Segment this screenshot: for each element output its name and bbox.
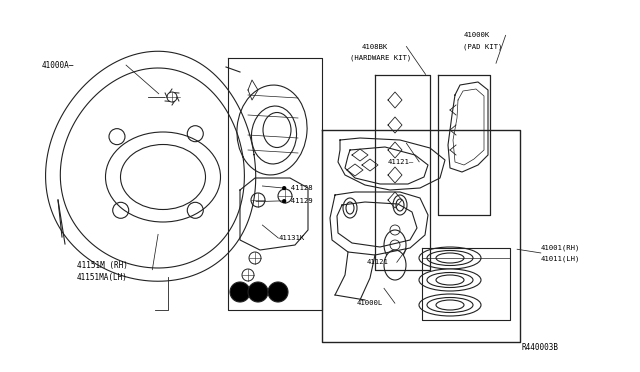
Ellipse shape <box>396 199 404 211</box>
Ellipse shape <box>419 294 481 316</box>
Circle shape <box>248 282 268 302</box>
Text: 41011(LH): 41011(LH) <box>541 255 580 262</box>
Text: 4108BK: 4108BK <box>362 44 388 49</box>
Text: (HARDWARE KIT): (HARDWARE KIT) <box>350 54 412 61</box>
Ellipse shape <box>419 269 481 291</box>
Ellipse shape <box>384 230 406 260</box>
Ellipse shape <box>427 250 473 266</box>
Text: 41000A—: 41000A— <box>42 61 74 70</box>
Text: ● 41128: ● 41128 <box>282 185 312 191</box>
Text: R440003B: R440003B <box>522 343 559 352</box>
Text: ● 41129: ● 41129 <box>282 198 312 204</box>
Text: 41151MA(LH): 41151MA(LH) <box>77 273 127 282</box>
Ellipse shape <box>427 273 473 288</box>
Ellipse shape <box>393 195 407 215</box>
Text: 41001(RH): 41001(RH) <box>541 244 580 251</box>
Circle shape <box>230 282 250 302</box>
Ellipse shape <box>346 202 354 214</box>
Text: 41131K: 41131K <box>278 235 305 241</box>
Ellipse shape <box>427 298 473 312</box>
Text: 41000L: 41000L <box>357 300 383 306</box>
Ellipse shape <box>436 300 464 310</box>
Text: 41000K: 41000K <box>464 32 490 38</box>
Ellipse shape <box>343 198 357 218</box>
Text: 41121—: 41121— <box>387 159 413 165</box>
Circle shape <box>268 282 288 302</box>
Ellipse shape <box>384 250 406 280</box>
Text: (PAD KIT): (PAD KIT) <box>463 43 502 50</box>
Text: 41121: 41121 <box>367 259 388 265</box>
Ellipse shape <box>436 275 464 285</box>
Ellipse shape <box>419 247 481 269</box>
Ellipse shape <box>436 253 464 263</box>
Text: 41151M (RH): 41151M (RH) <box>77 262 127 270</box>
